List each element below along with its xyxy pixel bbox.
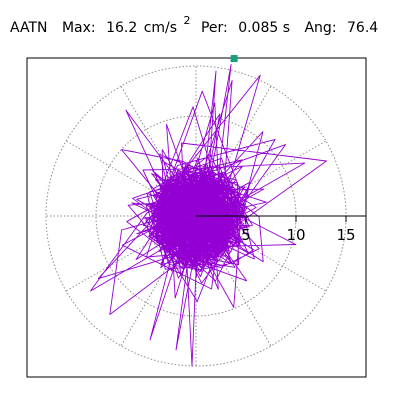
period-value: 0.085 s — [238, 20, 291, 36]
grid-spoke-240 — [120, 259, 172, 347]
motion-trace — [90, 64, 327, 367]
motion-trace-line — [90, 64, 327, 367]
plot-frame — [26, 57, 367, 378]
max-marker-layer — [230, 55, 238, 63]
grid-spoke-30 — [239, 140, 327, 192]
angle-label: Ang: — [304, 20, 337, 36]
chart-header: AATN Max: 16.2 cm/s 2 Per: 0.085 s Ang: … — [10, 14, 388, 36]
radial-tick-label-10: 10 — [286, 226, 305, 244]
radial-ticks: 5 10 15 — [241, 216, 356, 244]
radial-tick-label-15: 15 — [336, 226, 355, 244]
max-unit-power: 2 — [183, 14, 191, 27]
max-unit: cm/s — [143, 20, 178, 36]
grid-spoke-120 — [120, 85, 172, 173]
radial-tick-label-5: 5 — [241, 226, 251, 244]
grid-spoke-60 — [220, 85, 272, 173]
max-point-marker — [230, 55, 238, 63]
max-value: 16.2 — [106, 20, 138, 36]
grid-spoke-330 — [239, 240, 327, 292]
station-name: AATN — [10, 20, 48, 36]
grid-spoke-300 — [220, 259, 272, 347]
max-label: Max: — [61, 20, 96, 36]
period-label: Per: — [200, 20, 228, 36]
grid-spoke-150 — [65, 140, 153, 192]
angle-value: 76.4 — [347, 20, 379, 36]
